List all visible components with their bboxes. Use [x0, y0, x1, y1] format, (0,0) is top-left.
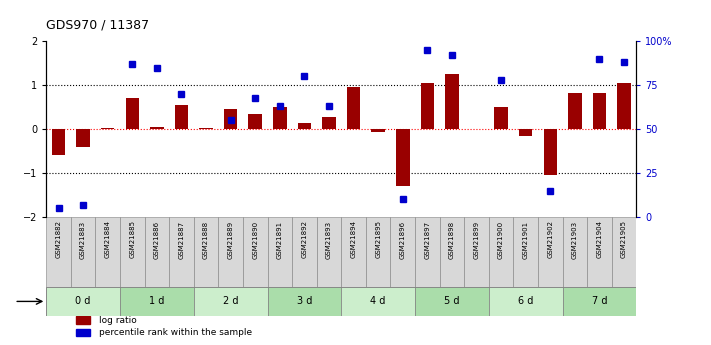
Bar [150, 127, 164, 129]
Bar [169, 217, 193, 287]
Bar [562, 217, 587, 287]
Bar [371, 129, 385, 132]
Bar [617, 83, 631, 129]
Bar [587, 217, 611, 287]
Bar [218, 217, 243, 287]
Text: percentile rank within the sample: percentile rank within the sample [100, 328, 252, 337]
Text: GDS970 / 11387: GDS970 / 11387 [46, 18, 149, 31]
Text: GSM21882: GSM21882 [55, 220, 62, 258]
Text: GSM21890: GSM21890 [252, 220, 258, 258]
Text: GSM21885: GSM21885 [129, 220, 135, 258]
Text: 4 d: 4 d [370, 296, 386, 306]
Text: GSM21901: GSM21901 [523, 220, 529, 258]
Bar [243, 217, 267, 287]
Text: 3 d: 3 d [296, 296, 312, 306]
Text: 1 d: 1 d [149, 296, 164, 306]
Bar [489, 287, 562, 316]
Bar [267, 217, 292, 287]
Bar [421, 83, 434, 129]
Text: 7 d: 7 d [592, 296, 607, 306]
Bar [52, 129, 65, 156]
Bar [464, 217, 489, 287]
Text: GSM21889: GSM21889 [228, 220, 234, 258]
Text: GSM21893: GSM21893 [326, 220, 332, 258]
Text: GSM21900: GSM21900 [498, 220, 504, 258]
Bar [593, 93, 606, 129]
Bar [341, 287, 415, 316]
Bar [562, 287, 636, 316]
Bar [513, 217, 538, 287]
Text: GSM21891: GSM21891 [277, 220, 283, 258]
Text: GSM21892: GSM21892 [301, 220, 307, 258]
Text: 2 d: 2 d [223, 296, 238, 306]
Bar [76, 129, 90, 147]
Bar [611, 217, 636, 287]
Bar [273, 107, 287, 129]
Bar [415, 217, 439, 287]
Bar [120, 287, 193, 316]
Bar [543, 129, 557, 175]
Bar [396, 129, 410, 186]
Bar [46, 217, 71, 287]
Text: 0 d: 0 d [75, 296, 91, 306]
Bar [390, 217, 415, 287]
Bar [199, 128, 213, 129]
Bar [519, 129, 533, 136]
Bar [193, 217, 218, 287]
Bar [298, 122, 311, 129]
Bar [494, 107, 508, 129]
Bar [95, 217, 120, 287]
Text: GSM21883: GSM21883 [80, 220, 86, 258]
Bar [71, 217, 95, 287]
Text: GSM21894: GSM21894 [351, 220, 357, 258]
Bar [538, 217, 562, 287]
Bar [341, 217, 366, 287]
Text: GSM21902: GSM21902 [547, 220, 553, 258]
Bar [193, 287, 267, 316]
Bar [267, 287, 341, 316]
Text: GSM21896: GSM21896 [400, 220, 406, 258]
Bar [489, 217, 513, 287]
Text: GSM21897: GSM21897 [424, 220, 430, 258]
Bar [175, 105, 188, 129]
Text: GSM21905: GSM21905 [621, 220, 627, 258]
Text: GSM21886: GSM21886 [154, 220, 160, 258]
Bar [76, 316, 90, 324]
Bar [415, 287, 489, 316]
Bar [322, 117, 336, 129]
Text: log ratio: log ratio [100, 316, 137, 325]
Text: GSM21904: GSM21904 [597, 220, 602, 258]
Bar [101, 128, 114, 129]
Bar [366, 217, 390, 287]
Bar [46, 287, 120, 316]
Bar [568, 93, 582, 129]
Bar [144, 217, 169, 287]
Text: 6 d: 6 d [518, 296, 533, 306]
Bar [224, 109, 237, 129]
Bar [292, 217, 316, 287]
Bar [248, 114, 262, 129]
Text: 5 d: 5 d [444, 296, 460, 306]
Text: GSM21898: GSM21898 [449, 220, 455, 258]
Text: GSM21895: GSM21895 [375, 220, 381, 258]
Bar [439, 217, 464, 287]
Bar [126, 98, 139, 129]
Bar [120, 217, 144, 287]
Text: GSM21903: GSM21903 [572, 220, 578, 258]
Text: GSM21888: GSM21888 [203, 220, 209, 258]
Bar [445, 74, 459, 129]
Bar [76, 329, 90, 336]
Text: GSM21887: GSM21887 [178, 220, 184, 258]
Text: GSM21899: GSM21899 [474, 220, 479, 258]
Text: GSM21884: GSM21884 [105, 220, 111, 258]
Bar [316, 217, 341, 287]
Bar [347, 88, 360, 129]
